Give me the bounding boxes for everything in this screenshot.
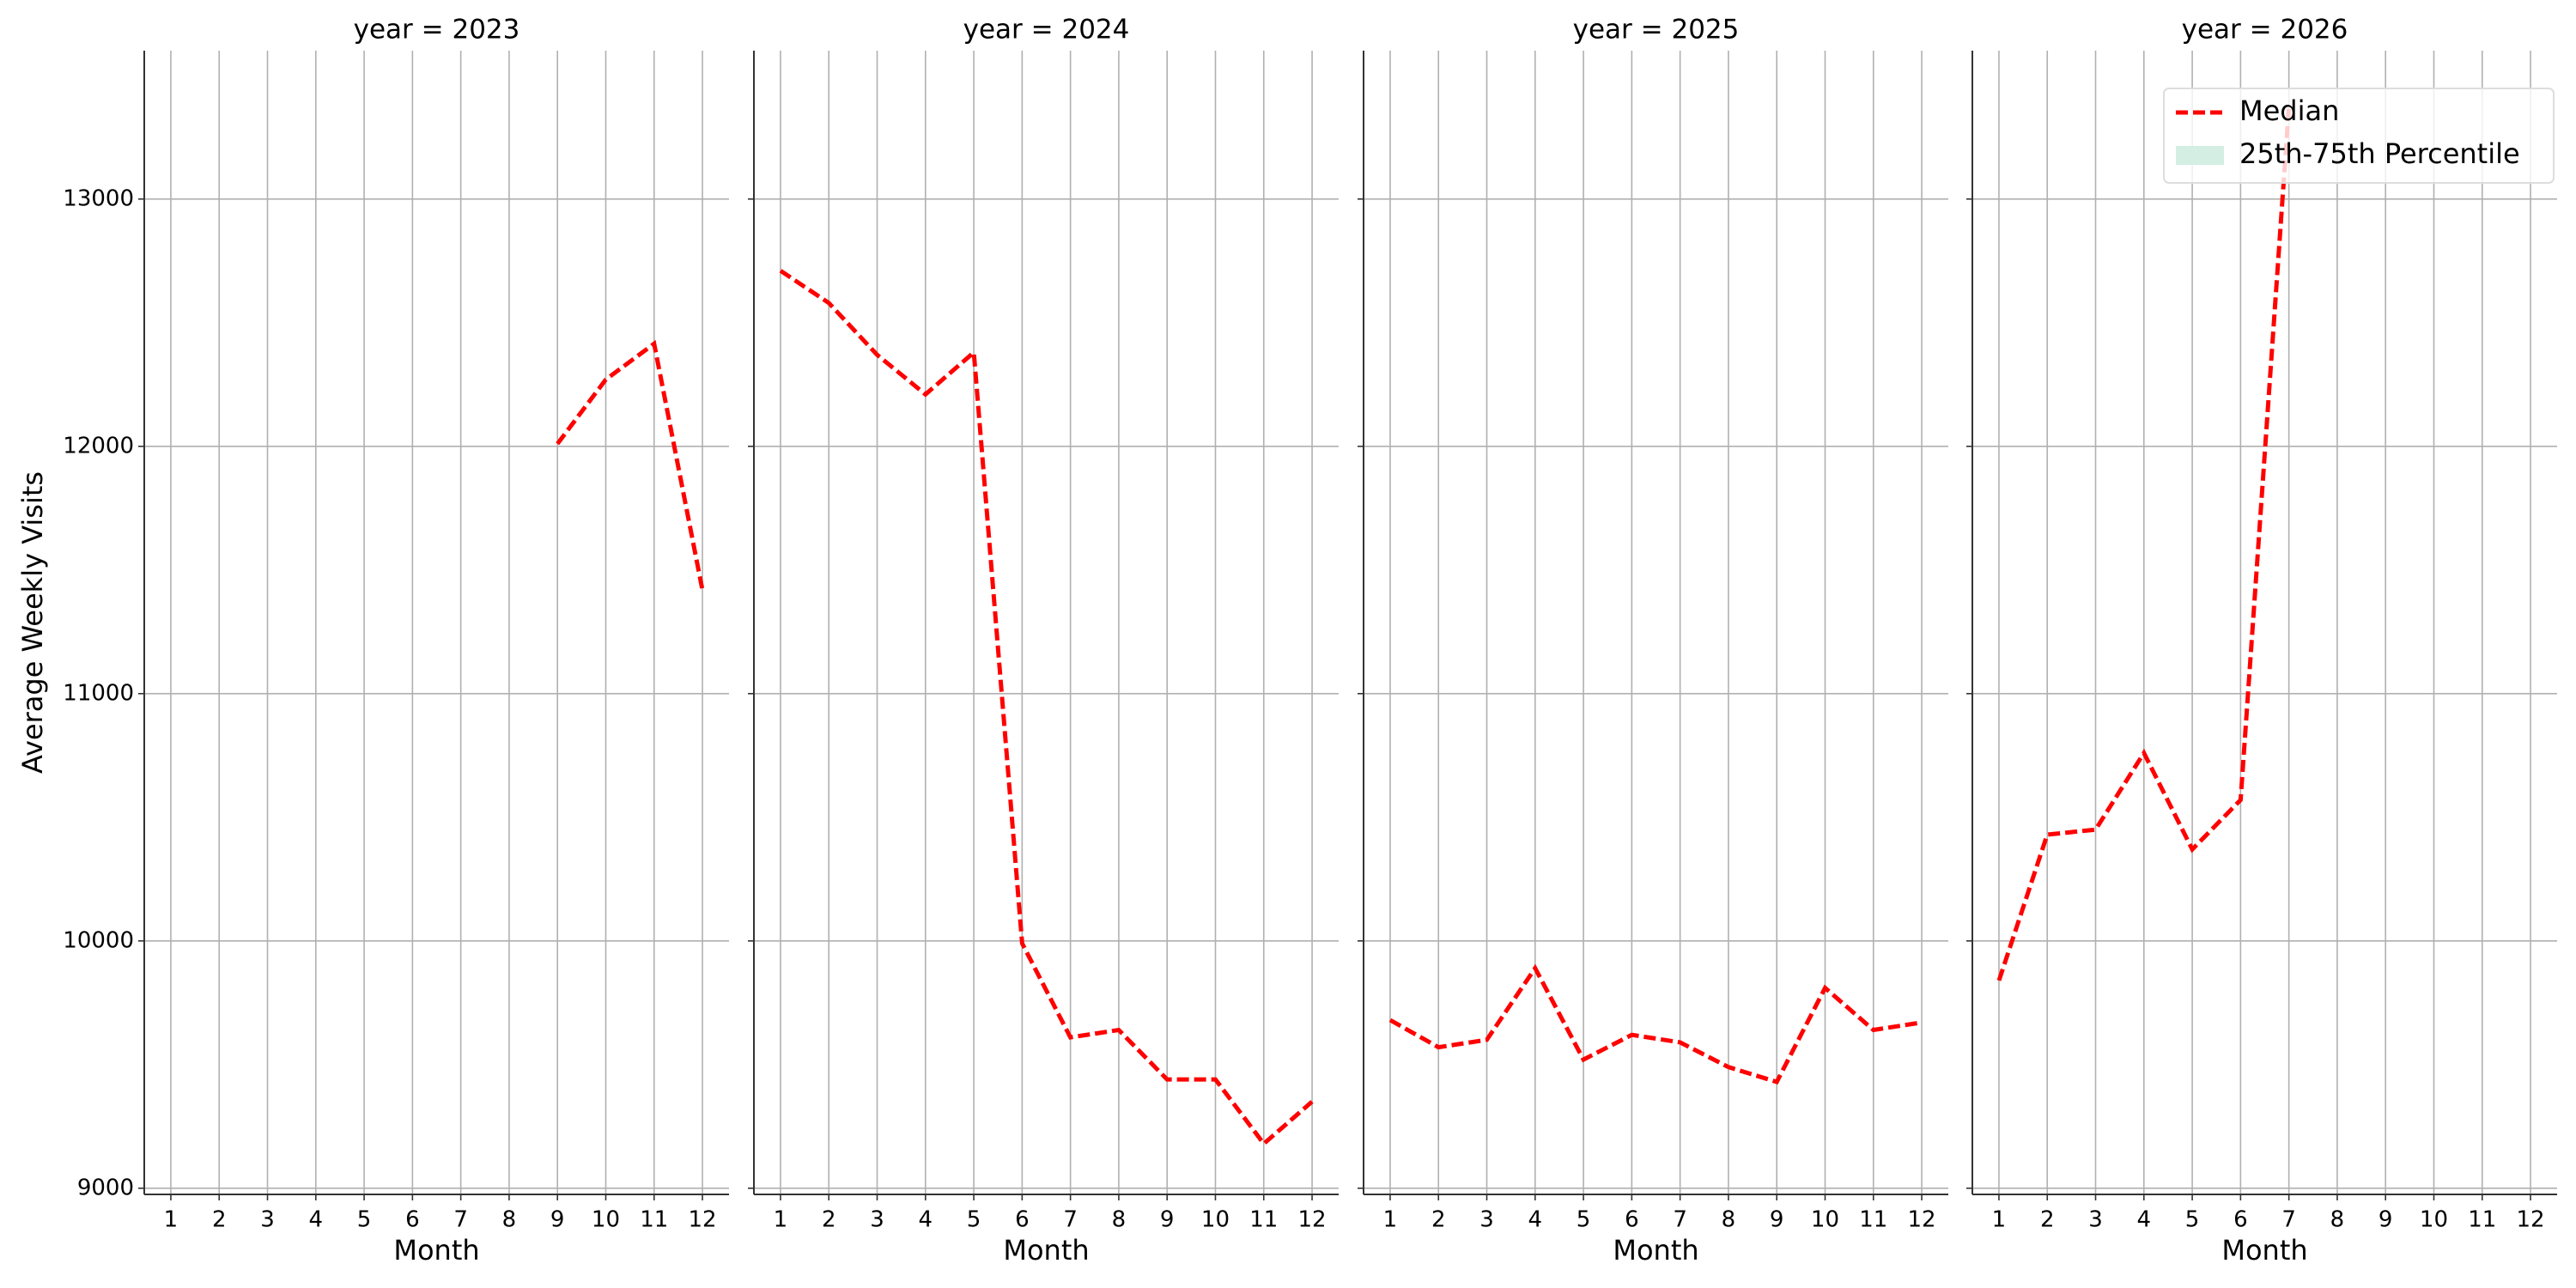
x-tick-label: 12	[1907, 1207, 1935, 1233]
median-line	[1388, 963, 1923, 1085]
x-tick-label: 10	[1201, 1207, 1230, 1233]
x-tick-label: 9	[1770, 1207, 1784, 1233]
x-tick-label: 2	[822, 1207, 836, 1233]
x-tick-label: 5	[2185, 1207, 2200, 1233]
y-tick-label: 10000	[63, 927, 134, 953]
x-tick-label: 10	[2420, 1207, 2448, 1233]
x-tick-label: 6	[405, 1207, 420, 1233]
y-tick-label: 9000	[77, 1175, 134, 1200]
x-tick-label: 1	[774, 1207, 788, 1233]
x-tick-label: 12	[2516, 1207, 2544, 1233]
panel-title: year = 2025	[1573, 15, 1740, 46]
x-tick-label: 3	[260, 1207, 275, 1233]
x-tick-label: 2	[212, 1207, 227, 1233]
x-tick-label: 12	[688, 1207, 716, 1233]
x-tick-label: 7	[2281, 1207, 2296, 1233]
x-tick-label: 3	[2088, 1207, 2103, 1233]
panel-title: year = 2026	[2182, 15, 2348, 46]
legend: Median 25th-75th Percentile	[2163, 88, 2555, 184]
x-axis-label: Month	[1003, 1234, 1089, 1267]
x-tick-label: 2	[2040, 1207, 2055, 1233]
legend-label: Median	[2239, 94, 2339, 127]
x-tick-label: 5	[967, 1207, 981, 1233]
x-tick-label: 6	[1625, 1207, 1639, 1233]
x-tick-label: 9	[2379, 1207, 2393, 1233]
x-tick-label: 4	[919, 1207, 933, 1233]
x-tick-label: 8	[2330, 1207, 2345, 1233]
legend-box	[2163, 88, 2555, 184]
panel-title: year = 2024	[963, 15, 1130, 46]
median-line	[779, 269, 1314, 1147]
x-tick-label: 11	[2468, 1207, 2496, 1233]
x-tick-label: 12	[1297, 1207, 1326, 1233]
x-tick-label: 11	[1859, 1207, 1887, 1233]
panel-title: year = 2023	[354, 15, 520, 46]
x-tick-label: 11	[640, 1207, 668, 1233]
x-tick-label: 1	[1383, 1207, 1398, 1233]
x-tick-label: 4	[309, 1207, 324, 1233]
x-tick-label: 11	[1249, 1207, 1278, 1233]
x-tick-label: 6	[2233, 1207, 2248, 1233]
x-tick-label: 7	[453, 1207, 468, 1233]
y-tick-label: 12000	[63, 433, 134, 459]
x-tick-label: 7	[1673, 1207, 1687, 1233]
x-tick-label: 4	[1528, 1207, 1543, 1233]
x-tick-label: 8	[1112, 1207, 1127, 1233]
x-axis-label: Month	[393, 1234, 479, 1267]
x-tick-label: 5	[1577, 1207, 1591, 1233]
x-tick-label: 1	[164, 1207, 179, 1233]
legend-label: 25th-75th Percentile	[2239, 137, 2520, 170]
median-line	[1996, 107, 2292, 981]
x-tick-label: 9	[1160, 1207, 1175, 1233]
x-tick-label: 5	[357, 1207, 372, 1233]
x-tick-label: 6	[1015, 1207, 1030, 1233]
x-axis-label: Month	[1613, 1234, 1698, 1267]
y-tick-label: 13000	[63, 185, 134, 211]
x-tick-label: 10	[1811, 1207, 1839, 1233]
legend-patch	[2176, 146, 2224, 165]
x-tick-label: 3	[1479, 1207, 1494, 1233]
x-tick-label: 8	[1722, 1207, 1736, 1233]
y-tick-label: 11000	[63, 680, 134, 706]
y-axis-label: Average Weekly Visits	[16, 471, 49, 774]
x-tick-label: 1	[1992, 1207, 2007, 1233]
x-tick-label: 8	[502, 1207, 517, 1233]
x-tick-label: 3	[870, 1207, 884, 1233]
x-tick-label: 7	[1063, 1207, 1078, 1233]
x-axis-label: Month	[2221, 1234, 2307, 1267]
x-tick-label: 4	[2137, 1207, 2152, 1233]
x-tick-label: 10	[592, 1207, 620, 1233]
x-tick-label: 9	[550, 1207, 565, 1233]
x-tick-label: 2	[1431, 1207, 1446, 1233]
median-line	[556, 339, 705, 591]
